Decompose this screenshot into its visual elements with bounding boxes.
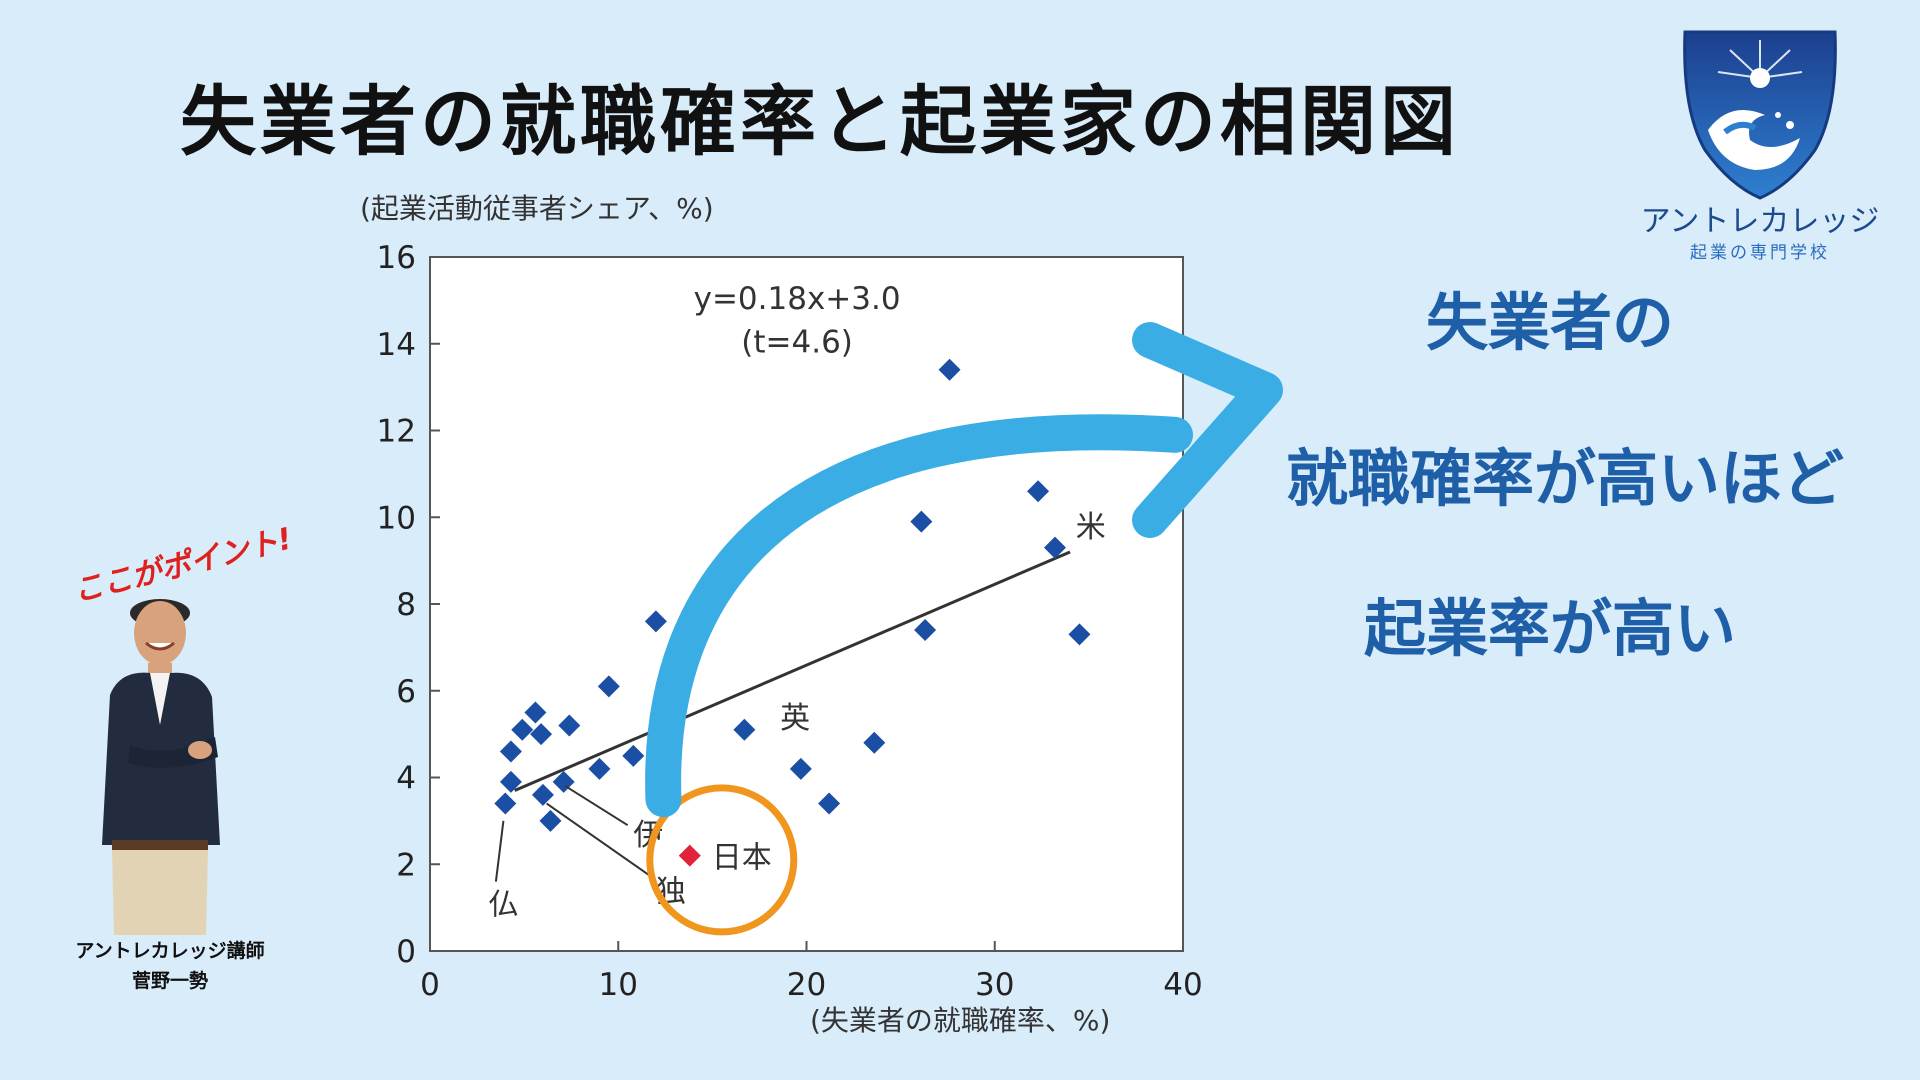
callout-line-1: 失業者の [1425, 286, 1674, 359]
instructor-caption-name: 菅野一勢 [131, 970, 208, 992]
arrow-head-icon [1132, 322, 1283, 538]
data-point [530, 723, 553, 746]
y-tick-label: 10 [377, 500, 416, 536]
trend-line [514, 550, 1071, 792]
x-tick-label: 40 [1163, 967, 1202, 1003]
logo-shield-icon [1683, 30, 1837, 200]
country-label: 英 [780, 701, 810, 736]
instructor-photo [102, 599, 220, 935]
data-point [863, 731, 886, 754]
equation-label: y=0.18x+3.0 [694, 281, 901, 317]
data-point [644, 610, 667, 633]
y-tick-label: 4 [396, 761, 416, 797]
data-point [789, 757, 812, 780]
data-point [539, 809, 562, 832]
data-point [499, 770, 522, 793]
y-tick-label: 0 [396, 934, 416, 970]
data-point [910, 510, 933, 533]
data-point [558, 714, 581, 737]
data-point [494, 792, 517, 815]
y-tick-label: 16 [377, 240, 416, 276]
y-tick-label: 2 [396, 847, 416, 883]
data-point [733, 718, 756, 741]
japan-highlight-circle [646, 784, 798, 936]
data-point [938, 358, 961, 381]
country-label: 仏 [488, 887, 518, 922]
country-label: 米 [1076, 510, 1106, 545]
data-point [1068, 623, 1091, 646]
leader-line-france [494, 820, 505, 882]
data-point [531, 783, 554, 806]
leader-line-germany [546, 802, 653, 879]
x-tick-label: 20 [787, 967, 826, 1003]
callout-line-2: 就職確率が高いほど [1285, 442, 1844, 515]
y-tick-label: 6 [396, 674, 416, 710]
data-point [499, 740, 522, 763]
data-point [914, 619, 937, 642]
page-title: 失業者の就職確率と起業家の相関図 [180, 77, 1460, 166]
logo-subtitle: 起業の専門学校 [1690, 243, 1830, 263]
t-stat-label: (t=4.6) [741, 324, 853, 360]
x-axis-label: (失業者の就職確率、%) [810, 1004, 1110, 1037]
y-tick-label: 8 [396, 587, 416, 623]
data-point [511, 718, 534, 741]
leader-line-italy [565, 785, 629, 827]
y-tick-label: 12 [377, 414, 416, 450]
x-tick-label: 0 [420, 967, 440, 1003]
curved-arrow-icon [645, 414, 1193, 818]
japan-label: 日本 [712, 841, 772, 876]
data-point [622, 744, 645, 767]
data-point [1027, 480, 1050, 503]
y-axis-label: (起業活動従事者シェア、%) [360, 192, 714, 225]
data-point [597, 675, 620, 698]
data-point [588, 757, 611, 780]
data-point [524, 701, 547, 724]
data-point [1043, 536, 1066, 559]
instructor-caption-title: アントレカレッジ講師 [75, 940, 265, 962]
data-point [818, 792, 841, 815]
japan-data-point [678, 844, 701, 867]
plot-area [429, 256, 1184, 952]
x-tick-label: 30 [975, 967, 1014, 1003]
logo-name: アントレカレッジ [1640, 204, 1880, 239]
y-tick-label: 14 [377, 327, 416, 363]
callout-line-3: 起業率が高い [1363, 592, 1736, 665]
x-tick-label: 10 [599, 967, 638, 1003]
